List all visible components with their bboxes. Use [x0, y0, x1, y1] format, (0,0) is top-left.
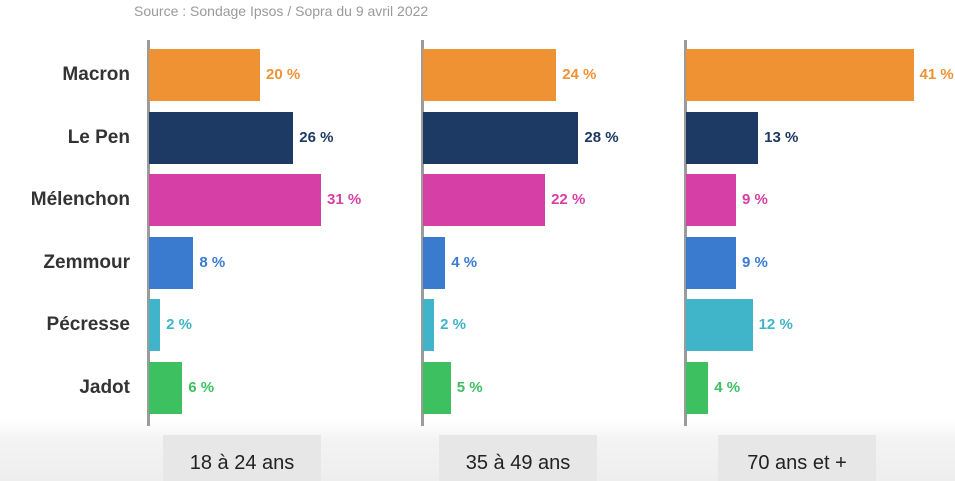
bar — [686, 236, 736, 289]
bar-value-label: 8 % — [199, 253, 226, 271]
bar — [686, 299, 753, 351]
bar — [423, 49, 557, 101]
bar-value-label: 4 % — [451, 253, 478, 271]
bar-value-label: 9 % — [741, 253, 768, 271]
category-label: Jadot — [79, 376, 130, 398]
bar — [149, 361, 183, 414]
category-label: Le Pen — [67, 126, 130, 148]
bar-value-label: 22 % — [551, 191, 586, 208]
axis-line — [147, 40, 150, 426]
bar-value-label: 24 % — [562, 66, 597, 83]
bar — [423, 174, 546, 226]
bar — [423, 236, 446, 289]
bar — [149, 299, 161, 351]
bar — [686, 174, 736, 226]
bar — [149, 111, 294, 164]
bar — [423, 111, 579, 164]
bar — [423, 299, 435, 351]
category-label: Zemmour — [43, 251, 130, 273]
bar-value-label: 41 % — [919, 66, 954, 83]
bar-value-label: 28 % — [584, 128, 619, 146]
bar-value-label: 6 % — [188, 378, 215, 396]
bar-value-label: 26 % — [299, 128, 334, 146]
bar-value-label: 20 % — [266, 66, 301, 83]
category-label: Mélenchon — [30, 189, 130, 210]
bar-value-label: 5 % — [456, 378, 483, 396]
bar-value-label: 9 % — [741, 191, 768, 208]
category-label: Pécresse — [46, 314, 130, 335]
bar-value-label: 13 % — [764, 128, 799, 146]
bar-value-label: 12 % — [758, 316, 793, 333]
axis-line — [421, 40, 424, 426]
bar-value-label: 2 % — [166, 316, 192, 333]
age-group-tab[interactable]: 18 à 24 ans — [163, 435, 321, 481]
bar — [686, 49, 914, 101]
age-group-tab[interactable]: 35 à 49 ans — [439, 435, 597, 481]
bar — [149, 174, 322, 226]
category-label: Macron — [62, 64, 130, 85]
source-note: Source : Sondage Ipsos / Sopra du 9 avri… — [134, 3, 429, 19]
bar-value-label: 2 % — [440, 316, 466, 333]
bar-value-label: 31 % — [327, 191, 362, 208]
bar — [149, 236, 194, 289]
age-group-tab[interactable]: 70 ans et + — [718, 435, 876, 481]
bar — [686, 361, 709, 414]
bar — [686, 111, 759, 164]
bar — [149, 49, 260, 101]
axis-line — [684, 40, 687, 426]
bar-value-label: 4 % — [714, 378, 741, 396]
bar — [423, 361, 451, 414]
